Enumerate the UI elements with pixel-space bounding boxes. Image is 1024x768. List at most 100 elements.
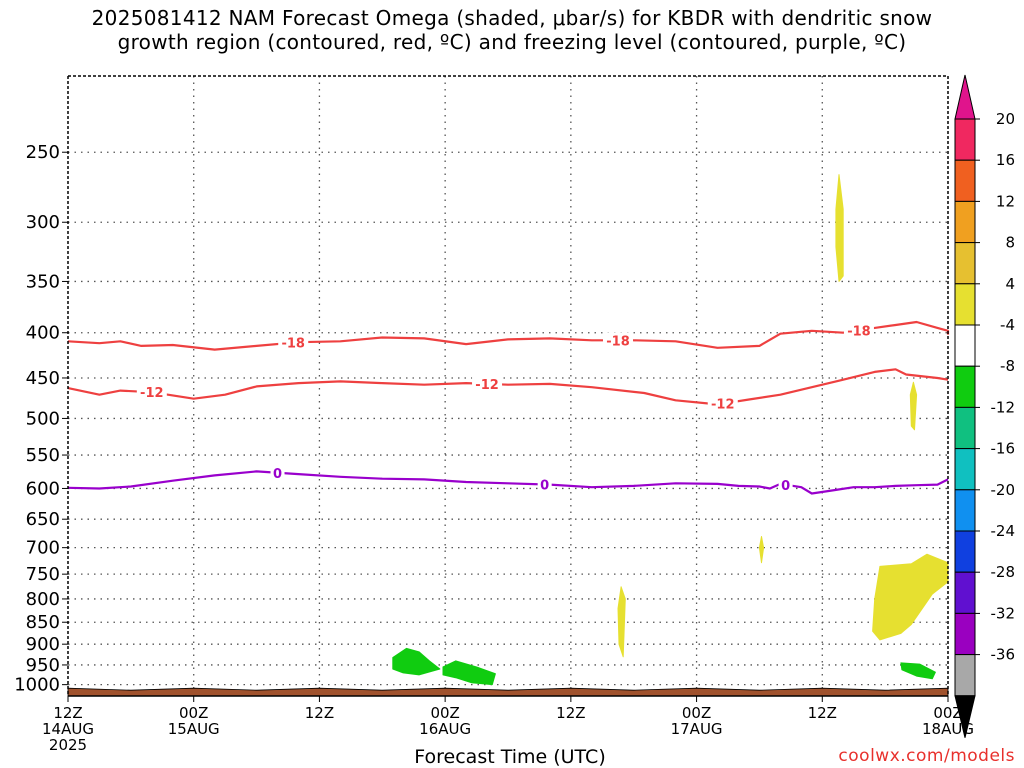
colorbar-label-7: -12 [991, 398, 1016, 416]
contour-label-1-0: -12 [140, 386, 164, 401]
y-tick-label-950: 950 [26, 655, 60, 676]
x-tick-label-0: 12Z [53, 704, 82, 722]
contour-label-0-2: -18 [847, 324, 871, 339]
x-tick-label-3: 00Z [430, 704, 459, 722]
contour-label-2-1: 0 [540, 478, 549, 493]
contour-label-bg-2-1 [537, 476, 552, 493]
x-tick-label-2: 12Z [305, 704, 334, 722]
contour-line-2 [67, 470, 949, 495]
colorbar-label-12: -32 [991, 604, 1016, 622]
y-tick-label-500: 500 [26, 408, 60, 429]
y-tick-label-1000: 1000 [14, 675, 60, 696]
colorbar-label-4: 4 [1005, 275, 1015, 293]
colorbar-swatch-1 [954, 159, 976, 202]
contour-label-bg-0-2 [843, 322, 874, 339]
colorbar-label-6: -8 [1000, 357, 1015, 375]
plot-frame [67, 75, 949, 697]
x-tick-label-4: 12Z [556, 704, 585, 722]
x-tick-date-3: 16AUG [419, 720, 471, 738]
credit-link[interactable]: coolwx.com/models [838, 746, 1015, 766]
ground-surface [67, 687, 949, 697]
contour-label-1-2: -12 [711, 398, 735, 413]
y-tick-label-300: 300 [26, 212, 60, 233]
omega-region-4 [872, 553, 949, 641]
colorbar-swatch-5 [954, 324, 976, 367]
colorbar-label-0: 20 [996, 110, 1015, 128]
omega-shading [392, 174, 949, 686]
colorbar-top-arrow [954, 74, 976, 120]
colorbar-swatch-2 [954, 200, 976, 244]
x-tick-label-5: 00Z [682, 704, 711, 722]
y-axis-ticks: 2503003504004505005506006507007508008509… [14, 142, 68, 696]
temperature-contours: -18 -18 -18 -12 -12 -12 0 0 0 [67, 320, 950, 495]
y-tick-label-850: 850 [26, 612, 60, 633]
colorbar-label-11: -28 [991, 563, 1016, 581]
chart-title-line-2: growth region (contoured, red, ºC) and f… [117, 30, 907, 54]
colorbar-label-13: -36 [991, 646, 1016, 664]
colorbar-label-3: 8 [1005, 234, 1015, 252]
contour-label-0-1: -18 [606, 334, 630, 349]
x-tick-date-0: 14AUG [42, 720, 94, 738]
chart-title-line-1: 2025081412 NAM Forecast Omega (shaded, μ… [91, 6, 933, 30]
contour-label-bg-2-2 [778, 476, 793, 493]
colorbar-label-8: -16 [991, 440, 1016, 458]
x-tick-date-1: 15AUG [168, 720, 220, 738]
omega-region-1 [909, 381, 918, 431]
colorbar-swatch-11 [954, 571, 976, 614]
contour-label-bg-0-1 [603, 332, 633, 349]
y-tick-label-800: 800 [26, 589, 60, 610]
contour-label-1-1: -12 [475, 378, 499, 393]
y-tick-label-350: 350 [26, 271, 60, 292]
omega-region-3 [617, 586, 626, 658]
colorbar-swatch-4 [954, 283, 976, 326]
colorbar-label-5: -4 [1000, 316, 1015, 334]
y-tick-label-900: 900 [26, 634, 60, 655]
colorbar-label-2: 12 [996, 192, 1015, 210]
y-tick-label-250: 250 [26, 142, 60, 163]
contour-line-0 [67, 320, 950, 351]
x-tick-label-6: 12Z [808, 704, 837, 722]
x-tick-date-5: 17AUG [671, 720, 723, 738]
y-tick-label-750: 750 [26, 564, 60, 585]
contour-label-bg-1-0 [136, 384, 167, 401]
contour-label-0-0: -18 [281, 337, 305, 352]
colorbar-swatch-10 [954, 530, 976, 573]
ground-fill [67, 687, 949, 697]
contour-label-2-2: 0 [781, 479, 790, 494]
y-tick-label-650: 650 [26, 509, 60, 530]
y-tick-label-550: 550 [26, 445, 60, 466]
omega-region-0 [835, 174, 844, 282]
colorbar-swatch-0 [954, 118, 976, 161]
contour-label-bg-1-2 [707, 395, 738, 412]
x-tick-year-0: 2025 [49, 736, 87, 754]
contour-label-bg-1-1 [472, 375, 503, 392]
colorbar-bottom-arrow [954, 695, 976, 738]
colorbar-label-1: 16 [996, 151, 1015, 169]
colorbar-swatch-3 [954, 242, 976, 285]
omega-region-5 [392, 647, 441, 676]
colorbar-swatch-13 [954, 654, 976, 697]
x-tick-label-7: 00Z [933, 704, 962, 722]
x-tick-label-1: 00Z [179, 704, 208, 722]
omega-region-7 [900, 662, 936, 680]
colorbar-swatch-6 [954, 365, 976, 408]
contour-label-bg-2-0 [270, 464, 285, 481]
y-tick-label-400: 400 [26, 323, 60, 344]
colorbar-swatch-8 [954, 448, 976, 491]
y-tick-label-700: 700 [26, 538, 60, 559]
colorbar: 20 16 12 8 4 -4 -8 -12 -16 -20 -24 -28 -32 -36 [954, 74, 1016, 738]
y-tick-label-600: 600 [26, 478, 60, 499]
colorbar-swatch-9 [954, 489, 976, 532]
colorbar-swatch-12 [954, 612, 976, 656]
contour-label-bg-0-0 [278, 334, 309, 351]
colorbar-label-9: -20 [991, 481, 1016, 499]
x-axis-label: Forecast Time (UTC) [414, 746, 605, 768]
omega-region-2 [758, 536, 765, 564]
colorbar-swatch-7 [954, 406, 976, 450]
colorbar-label-10: -24 [991, 522, 1016, 540]
omega-region-6 [442, 660, 496, 686]
y-tick-label-450: 450 [26, 368, 60, 389]
contour-line-1 [67, 368, 949, 406]
